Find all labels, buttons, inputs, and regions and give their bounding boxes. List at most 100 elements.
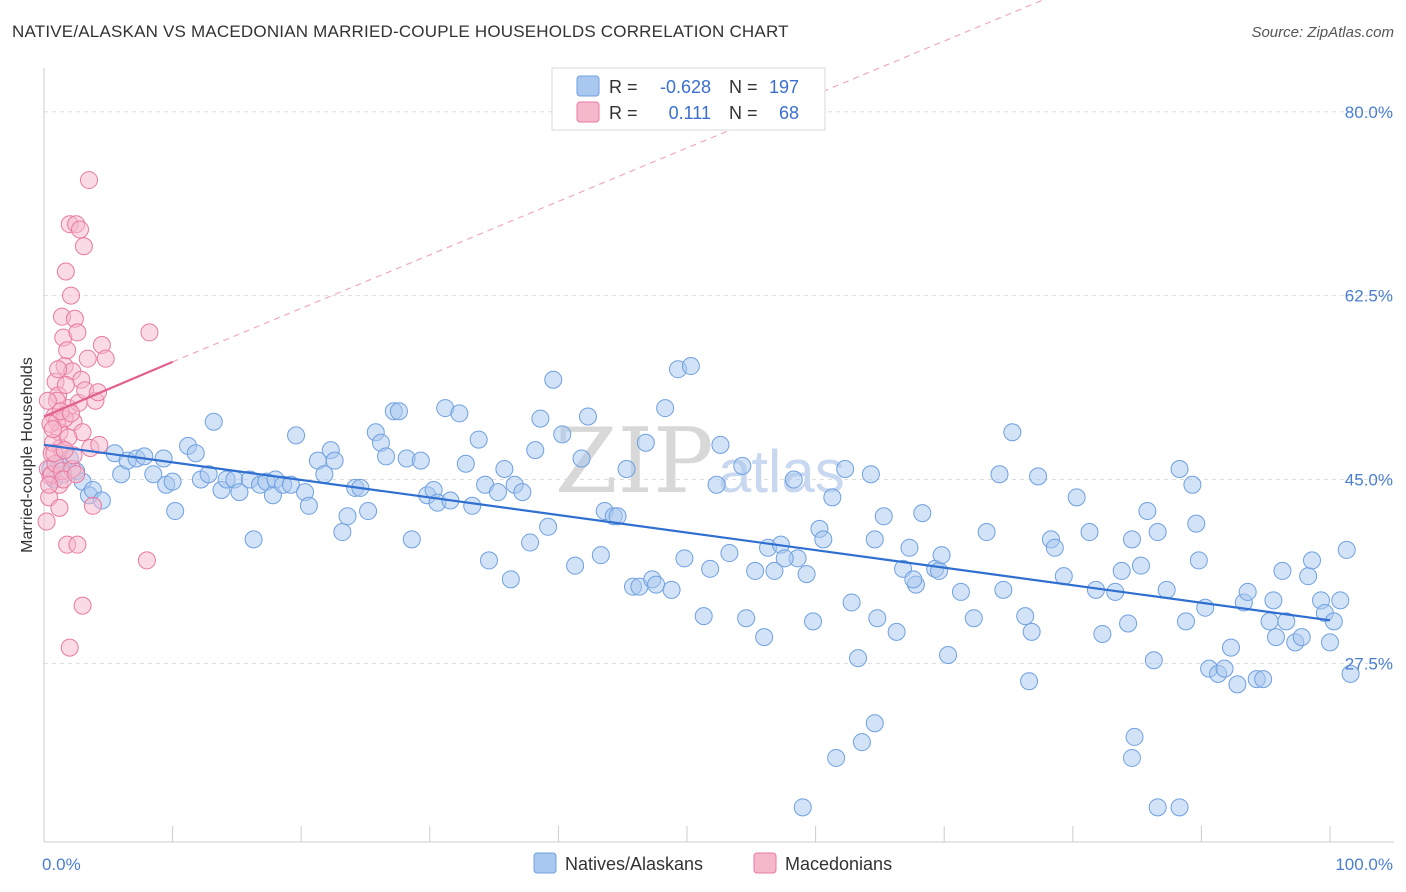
point-natives xyxy=(930,561,949,580)
point-natives xyxy=(1264,591,1283,610)
point-natives xyxy=(617,460,636,479)
point-macedonians xyxy=(71,220,90,239)
point-natives xyxy=(1321,633,1339,652)
trend-line-natives xyxy=(43,443,1331,622)
point-natives xyxy=(1189,551,1208,570)
point-natives xyxy=(681,357,700,376)
point-natives xyxy=(1122,748,1141,767)
point-natives xyxy=(1144,651,1163,670)
point-natives xyxy=(287,426,306,445)
point-natives xyxy=(1238,582,1257,601)
point-natives xyxy=(1119,614,1138,633)
point-natives xyxy=(591,546,610,565)
point-natives xyxy=(1176,612,1195,631)
point-natives xyxy=(325,451,344,470)
point-natives xyxy=(572,449,591,468)
point-natives xyxy=(694,607,713,626)
point-macedonians xyxy=(83,496,102,515)
point-natives xyxy=(338,507,357,526)
point-natives xyxy=(814,530,833,549)
point-natives xyxy=(402,530,421,549)
legend-swatch-macedonians xyxy=(576,101,600,123)
point-macedonians xyxy=(137,551,156,570)
point-natives xyxy=(1148,523,1167,542)
point-macedonians xyxy=(56,375,75,394)
point-natives xyxy=(1112,561,1131,580)
tick-labels: 27.5% 45.0% 62.5% 80.0% 0.0% 100.0% xyxy=(42,103,1393,874)
point-natives xyxy=(868,609,887,628)
legend-n-value-natives: 197 xyxy=(769,77,799,97)
point-natives xyxy=(230,483,249,502)
point-natives xyxy=(1045,538,1064,557)
bottom-legend-label-macedonians: Macedonians xyxy=(785,854,892,874)
point-natives xyxy=(1187,514,1206,533)
point-natives xyxy=(836,460,855,479)
point-natives xyxy=(539,517,558,536)
y-tick-label: 45.0% xyxy=(1345,471,1393,490)
point-natives xyxy=(1221,638,1240,657)
x-tick-label: 0.0% xyxy=(42,855,81,874)
point-natives xyxy=(411,451,430,470)
point-natives xyxy=(1228,675,1247,694)
point-natives xyxy=(1215,659,1234,678)
point-natives xyxy=(755,628,774,647)
point-natives xyxy=(513,483,532,502)
point-natives xyxy=(804,612,823,631)
point-natives xyxy=(1016,607,1035,626)
legend-n-label-natives: N = xyxy=(729,77,758,97)
point-natives xyxy=(1022,622,1041,641)
point-natives xyxy=(797,565,816,584)
point-natives xyxy=(784,470,803,489)
point-natives xyxy=(913,504,932,523)
point-natives xyxy=(1260,612,1279,631)
point-natives xyxy=(469,430,488,449)
point-natives xyxy=(939,645,958,664)
point-natives xyxy=(244,530,263,549)
point-natives xyxy=(1067,488,1086,507)
y-tick-label: 62.5% xyxy=(1345,287,1393,306)
point-macedonians xyxy=(55,441,74,460)
point-natives xyxy=(553,425,572,444)
point-natives xyxy=(1277,612,1296,631)
point-natives xyxy=(737,609,756,628)
point-natives xyxy=(204,412,223,431)
point-natives xyxy=(1337,540,1356,559)
point-natives xyxy=(450,404,469,423)
legend-r-label-macedonians: R = xyxy=(609,103,638,123)
point-macedonians xyxy=(60,638,79,657)
point-natives xyxy=(1299,567,1318,586)
point-macedonians xyxy=(44,420,63,439)
point-natives xyxy=(608,507,627,526)
point-natives xyxy=(701,559,720,578)
point-macedonians xyxy=(68,535,87,554)
point-natives xyxy=(887,622,906,641)
point-natives xyxy=(865,714,884,733)
point-macedonians xyxy=(37,512,56,531)
legend-n-label-macedonians: N = xyxy=(729,103,758,123)
chart-title: NATIVE/ALASKAN VS MACEDONIAN MARRIED-COU… xyxy=(12,22,789,41)
point-natives xyxy=(990,465,1009,484)
point-natives xyxy=(1273,561,1292,580)
point-natives xyxy=(861,465,880,484)
point-macedonians xyxy=(68,323,87,342)
trend-extension-macedonians xyxy=(172,0,1045,363)
source-label: Source: ZipAtlas.com xyxy=(1251,24,1394,41)
point-natives xyxy=(1093,624,1112,643)
point-natives xyxy=(656,399,675,418)
point-natives xyxy=(479,551,498,570)
point-natives xyxy=(675,549,694,568)
point-natives xyxy=(849,649,868,668)
legend-r-label-natives: R = xyxy=(609,77,638,97)
point-natives xyxy=(733,456,752,475)
point-natives xyxy=(707,475,726,494)
point-natives xyxy=(823,488,842,507)
point-natives xyxy=(647,575,666,594)
point-natives xyxy=(1170,460,1189,479)
point-natives xyxy=(842,593,861,612)
legend-r-value-natives: -0.628 xyxy=(660,77,711,97)
point-natives xyxy=(186,444,205,463)
point-natives xyxy=(163,472,182,491)
point-natives xyxy=(1080,523,1099,542)
point-natives xyxy=(932,546,951,565)
point-macedonians xyxy=(74,237,93,256)
